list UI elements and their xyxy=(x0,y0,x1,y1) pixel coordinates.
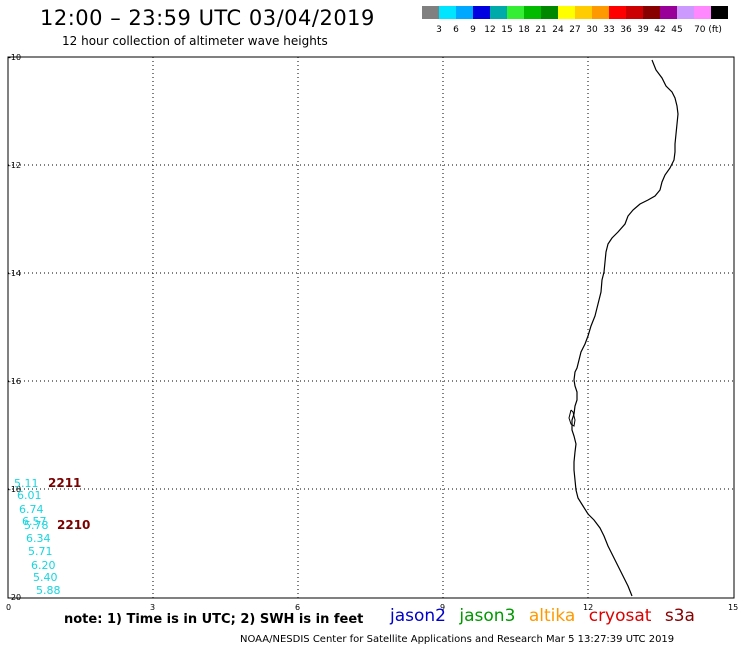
lon-gridlines xyxy=(152,57,589,598)
scale-swatch-2 xyxy=(456,6,473,19)
swh-value: 5.88 xyxy=(36,584,61,597)
coastline xyxy=(571,59,679,597)
scale-swatch-4 xyxy=(490,6,507,19)
swh-value: 6.20 xyxy=(31,559,56,572)
swh-value: 5.78 xyxy=(24,519,49,532)
scale-label: 24 xyxy=(552,25,564,35)
scale-swatch-1 xyxy=(439,6,456,19)
scale-label: 70 (ft) xyxy=(694,25,722,35)
swh-value: 6.57 xyxy=(22,515,47,528)
lon-label: 9 xyxy=(440,603,445,612)
lat-gridlines xyxy=(8,164,734,490)
map-title: 12:00 – 23:59 UTC 03/04/2019 xyxy=(40,6,375,30)
map-frame xyxy=(7,56,735,599)
scale-label: 45 xyxy=(671,25,683,35)
map-subtitle: 12 hour collection of altimeter wave hei… xyxy=(62,34,328,48)
mission-jason2: jason2 xyxy=(390,606,446,626)
mission-s3a: s3a xyxy=(664,606,695,626)
pass-time-label: 2211 xyxy=(48,476,81,490)
scale-swatch-11 xyxy=(609,6,626,19)
credit-line: NOAA/NESDIS Center for Satellite Applica… xyxy=(240,634,675,645)
scale-swatch-5 xyxy=(507,6,524,19)
scale-swatch-13 xyxy=(643,6,660,19)
scale-label: 12 xyxy=(484,25,496,35)
lon-label: 15 xyxy=(728,603,738,612)
scale-swatch-0 xyxy=(422,6,439,19)
swh-value: 5.11 xyxy=(14,477,39,490)
scale-swatch-9 xyxy=(575,6,592,19)
lat-label: -14 xyxy=(8,269,21,278)
scale-swatch-7 xyxy=(541,6,558,19)
scale-label: 39 xyxy=(637,25,649,35)
swh-value: 6.74 xyxy=(19,503,44,516)
lat-label: -20 xyxy=(8,593,21,602)
lat-label: -16 xyxy=(8,377,21,386)
scale-label: 3 xyxy=(436,25,442,35)
lat-label: -10 xyxy=(8,53,21,62)
lon-label: 12 xyxy=(583,603,593,612)
scale-swatch-17 xyxy=(711,6,728,19)
swh-value: 5.71 xyxy=(28,545,53,558)
lat-label: -12 xyxy=(8,161,21,170)
swh-value: 6.34 xyxy=(26,532,51,545)
scale-swatch-14 xyxy=(660,6,677,19)
scale-swatch-6 xyxy=(524,6,541,19)
mission-altika: altika xyxy=(528,606,576,626)
scale-label: 18 xyxy=(518,25,530,35)
scale-label: 15 xyxy=(501,25,513,35)
scale-label: 33 xyxy=(603,25,615,35)
scale-label: 27 xyxy=(569,25,581,35)
scale-label: 21 xyxy=(535,25,547,35)
mission-legend: jason2 jason3 altika cryosat s3a xyxy=(390,606,703,626)
scale-swatch-16 xyxy=(694,6,711,19)
scale-swatch-3 xyxy=(473,6,490,19)
coastline-lagoon xyxy=(568,409,576,427)
lon-label: 6 xyxy=(295,603,300,612)
scale-swatch-12 xyxy=(626,6,643,19)
mission-cryosat: cryosat xyxy=(588,606,652,626)
scale-label: 42 xyxy=(654,25,666,35)
footer-note: note: 1) Time is in UTC; 2) SWH is in fe… xyxy=(64,612,364,627)
mission-jason3: jason3 xyxy=(459,606,516,626)
scale-label: 9 xyxy=(470,25,476,35)
lon-label: 3 xyxy=(150,603,155,612)
lon-label: 0 xyxy=(6,603,11,612)
scale-label: 30 xyxy=(586,25,598,35)
scale-swatch-8 xyxy=(558,6,575,19)
lat-label: -18 xyxy=(8,485,21,494)
pass-time-label: 2210 xyxy=(57,518,90,532)
scale-swatch-15 xyxy=(677,6,694,19)
swh-value: 6.01 xyxy=(17,489,42,502)
scale-label: 36 xyxy=(620,25,632,35)
scale-label: 6 xyxy=(453,25,459,35)
swh-value: 5.40 xyxy=(33,571,58,584)
scale-swatch-10 xyxy=(592,6,609,19)
